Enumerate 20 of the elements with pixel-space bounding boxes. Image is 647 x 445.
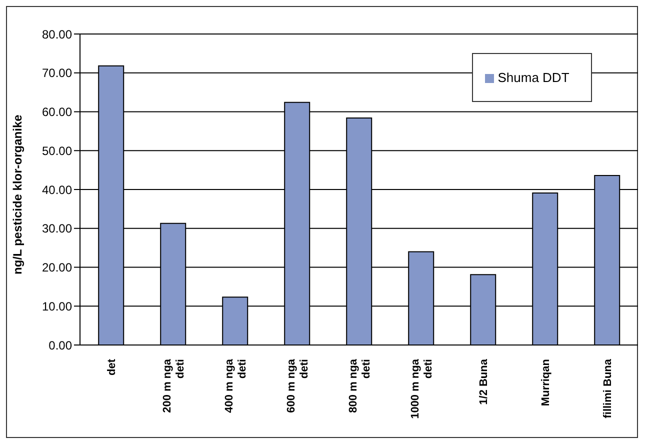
y-tick-label: 30.00 (42, 222, 72, 236)
x-tick-label: 1000 m nga deti (410, 358, 434, 419)
x-tick-label: Murriqan (540, 358, 552, 406)
y-axis-title: ng/L pesticide klor-organike (10, 114, 24, 274)
x-tick-label: fillimi Buna (602, 358, 614, 418)
x-tick-label: 800 m nga deti (348, 358, 372, 413)
y-tick-label: 40.00 (42, 182, 72, 197)
x-tick-label: 200 m nga deti (162, 358, 186, 413)
x-tick-label: det (106, 358, 118, 376)
y-tick-label: 80.00 (42, 27, 72, 42)
y-tick-label: 10.00 (42, 299, 72, 314)
y-tick-label: 70.00 (42, 66, 72, 80)
y-tick-label: 20.00 (42, 260, 72, 275)
x-tick-label: 400 m nga deti (224, 358, 248, 413)
y-tick-label: 60.00 (42, 105, 72, 120)
legend-label: Shuma DDT (498, 70, 570, 85)
x-tick-label: 600 m nga deti (286, 358, 310, 413)
y-tick-label: 0.00 (48, 338, 72, 352)
x-tick-label: 1/2 Buna (478, 358, 490, 405)
y-tick-label: 50.00 (42, 144, 72, 158)
